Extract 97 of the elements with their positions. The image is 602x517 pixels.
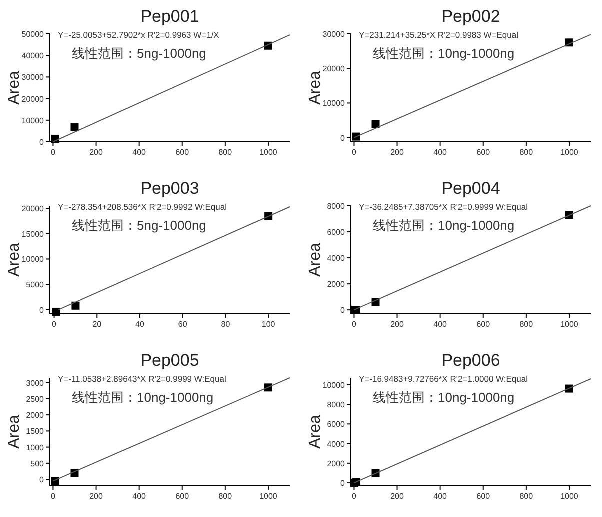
y-tick-label: 5000 [26, 280, 45, 290]
y-axis-title: Area [307, 415, 324, 449]
x-tick-label: 400 [434, 148, 448, 157]
annotation: 线性范围：10ng-1000ng [373, 46, 515, 61]
y-tick-label: 1000 [26, 443, 45, 452]
y-tick-label: 20000 [322, 64, 346, 74]
y-tick-label: 10000 [322, 380, 346, 390]
annotation: 线性范围：5ng-1000ng [72, 218, 206, 233]
x-tick-label: 400 [434, 320, 448, 329]
x-tick-label: 100 [262, 320, 276, 329]
y-tick-label: 50000 [22, 30, 45, 39]
annotation: 线性范围：10ng-1000ng [373, 218, 515, 233]
chart-title: Pep005 [140, 351, 200, 370]
point [372, 120, 380, 128]
x-tick-label: 1000 [260, 492, 278, 501]
y-tick-label: 6000 [327, 228, 346, 238]
annotation: Y=-36.2485+7.38705*X R'2=0.9999 W:Equal [359, 202, 528, 212]
y-tick-label: 3000 [26, 378, 45, 388]
x-tick-label: 0 [352, 148, 357, 157]
annotation: Y=-16.9483+9.72766*X R'2=1.0000 W:Equal [359, 374, 528, 384]
y-tick-label: 10000 [22, 255, 45, 264]
x-tick-label: 0 [51, 492, 56, 501]
y-tick-label: 0 [340, 134, 346, 143]
x-tick-label: 400 [434, 492, 448, 501]
chart-title: Pep006 [442, 351, 500, 370]
y-tick-label: 40000 [22, 52, 45, 61]
y-axis-title: Area [307, 71, 324, 105]
x-tick-label: 800 [520, 320, 534, 329]
chart-title: Pep004 [442, 179, 500, 198]
annotation: 线性范围：10ng-1000ng [72, 390, 214, 405]
y-tick-label: 30000 [22, 73, 45, 82]
annotation: 线性范围：10ng-1000ng [373, 390, 515, 405]
x-tick-label: 1000 [560, 148, 579, 157]
x-tick-label: 200 [90, 492, 104, 501]
x-tick-label: 600 [476, 492, 491, 501]
x-tick-label: 20 [92, 320, 102, 329]
x-tick-label: 60 [178, 320, 188, 329]
x-tick-label: 600 [176, 492, 190, 501]
y-tick-label: 8000 [327, 202, 346, 211]
point [70, 124, 79, 132]
y-tick-label: 10000 [322, 99, 346, 108]
y-tick-label: 1500 [26, 427, 45, 436]
x-tick-label: 40 [136, 320, 145, 329]
x-tick-label: 0 [352, 492, 357, 501]
y-axis-title: Area [6, 415, 23, 449]
y-tick-label: 30000 [322, 30, 346, 39]
y-tick-label: 4000 [327, 254, 346, 264]
y-tick-label: 15000 [22, 230, 45, 239]
x-tick-label: 0 [52, 320, 58, 329]
y-tick-label: 0 [340, 479, 346, 488]
x-tick-label: 200 [390, 492, 404, 501]
y-tick-label: 2500 [26, 394, 45, 404]
x-tick-label: 600 [176, 148, 190, 157]
annotation: Y=231.214+35.25*X R'2=0.9983 W=Equal [359, 30, 519, 40]
y-tick-label: 0 [40, 138, 45, 147]
annotation: Y=-11.0538+2.89643*X R'2=0.9999 W:Equal [58, 374, 226, 384]
x-tick-label: 800 [520, 492, 534, 501]
y-axis-title: Area [6, 71, 23, 105]
x-tick-label: 600 [476, 148, 491, 157]
chart-title: Pep002 [442, 7, 500, 26]
x-tick-label: 400 [132, 148, 147, 157]
annotation: 线性范围：5ng-1000ng [72, 46, 206, 61]
y-tick-label: 0 [40, 306, 45, 315]
y-axis-title: Area [307, 243, 324, 277]
y-tick-label: 0 [40, 476, 45, 485]
point [72, 302, 80, 310]
point [52, 308, 60, 316]
x-tick-label: 800 [520, 148, 534, 157]
x-tick-label: 0 [51, 148, 56, 157]
y-tick-label: 2000 [26, 411, 45, 420]
x-tick-label: 200 [390, 148, 404, 157]
y-tick-label: 20000 [22, 204, 45, 214]
x-tick-label: 200 [90, 148, 104, 157]
chart-title: Pep001 [140, 7, 200, 26]
x-tick-label: 200 [390, 320, 404, 329]
x-tick-label: 0 [352, 320, 357, 329]
x-tick-label: 400 [132, 492, 147, 501]
x-tick-label: 600 [476, 320, 491, 329]
x-tick-label: 1000 [560, 320, 579, 329]
x-tick-label: 80 [221, 320, 231, 329]
annotation: Y=-25.0053+52.7902*x R'2=0.9963 W=1/X [58, 30, 220, 40]
annotation: Y=-278.354+208.536*X R'2=0.9992 W:Equal [58, 202, 228, 212]
y-tick-label: 6000 [327, 420, 346, 430]
x-tick-label: 1000 [560, 492, 579, 501]
y-tick-label: 20000 [22, 94, 45, 104]
y-tick-label: 10000 [22, 116, 45, 126]
y-axis-title: Area [6, 243, 23, 277]
x-tick-label: 1000 [260, 148, 278, 157]
y-tick-label: 500 [30, 459, 45, 468]
y-tick-label: 2000 [327, 459, 346, 468]
y-tick-label: 2000 [327, 280, 346, 290]
y-tick-label: 0 [340, 306, 346, 316]
x-tick-label: 800 [218, 148, 233, 157]
x-tick-label: 800 [218, 492, 233, 501]
y-tick-label: 8000 [327, 400, 346, 410]
chart-title: Pep003 [140, 179, 200, 198]
y-tick-label: 4000 [327, 440, 346, 449]
